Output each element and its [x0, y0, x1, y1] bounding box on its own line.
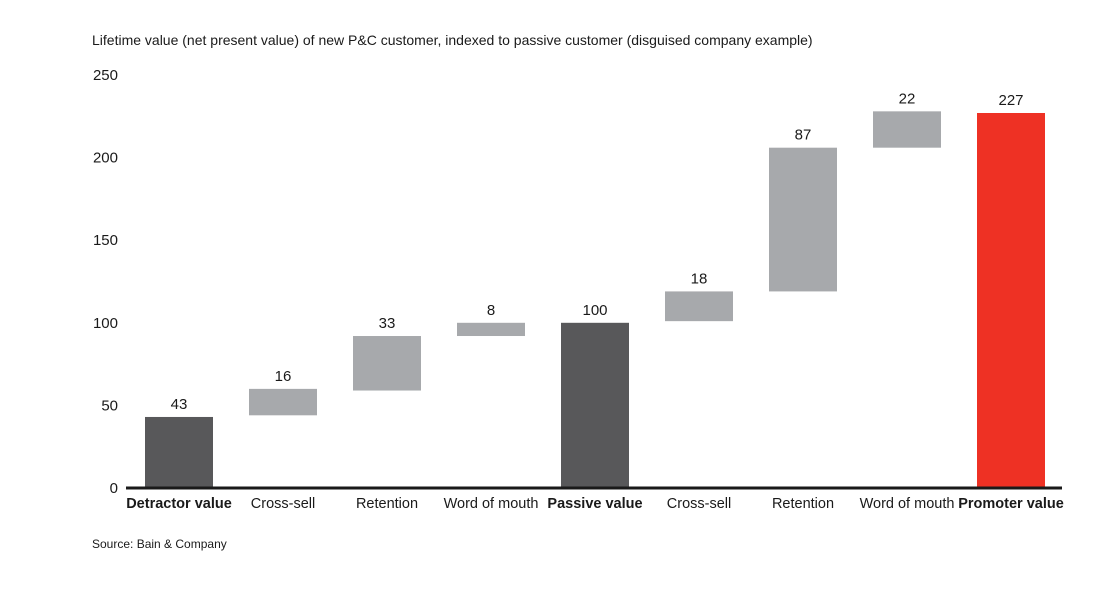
bar — [769, 147, 837, 292]
y-tick-label: 100 — [93, 315, 118, 332]
chart-source: Source: Bain & Company — [92, 537, 227, 551]
chart-title: Lifetime value (net present value) of ne… — [92, 32, 813, 48]
y-tick-label: 50 — [101, 397, 118, 414]
bar — [561, 322, 629, 488]
data-label: 18 — [691, 270, 708, 287]
data-label: 100 — [582, 302, 607, 319]
x-tick-label: Word of mouth — [860, 496, 955, 512]
data-label: 8 — [487, 302, 495, 319]
data-label: 43 — [171, 396, 188, 413]
x-tick-label: Promoter value — [958, 496, 1064, 512]
bar — [665, 291, 733, 322]
x-tick-label: Cross-sell — [667, 496, 731, 512]
data-label: 22 — [899, 90, 916, 107]
bar — [353, 336, 421, 391]
bar — [977, 112, 1045, 488]
x-tick-label: Passive value — [547, 496, 642, 512]
bar — [457, 322, 525, 337]
data-label: 87 — [795, 127, 812, 144]
data-label: 227 — [998, 92, 1023, 109]
bar — [145, 416, 213, 488]
x-tick-label: Cross-sell — [251, 496, 315, 512]
data-label: 33 — [379, 315, 396, 332]
x-tick-label: Retention — [772, 496, 834, 512]
y-tick-label: 200 — [93, 150, 118, 167]
x-tick-label: Retention — [356, 496, 418, 512]
bar — [249, 388, 317, 416]
x-tick-label: Detractor value — [126, 496, 232, 512]
bar — [873, 111, 941, 148]
y-tick-label: 250 — [93, 67, 118, 84]
x-tick-label: Word of mouth — [444, 496, 539, 512]
y-tick-label: 0 — [110, 480, 118, 497]
y-tick-label: 150 — [93, 232, 118, 249]
data-label: 16 — [275, 368, 292, 385]
